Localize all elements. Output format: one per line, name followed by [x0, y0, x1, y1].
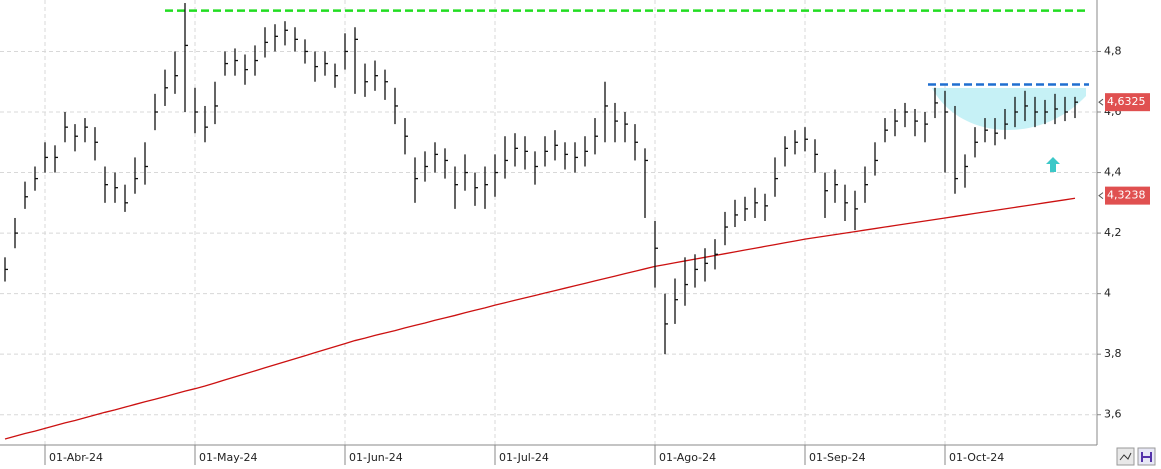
- y-tick-label: 4: [1104, 287, 1111, 300]
- toolbar-icon: [1141, 452, 1152, 462]
- x-tick-label: 01-Oct-24: [949, 451, 1004, 464]
- x-tick-label: 01-Ago-24: [659, 451, 716, 464]
- y-tick-label: 4,2: [1104, 226, 1122, 239]
- price-label-pointer: [1098, 192, 1104, 200]
- up-arrow: [1046, 157, 1060, 172]
- price-label-box: [1105, 93, 1150, 112]
- highlight-zone: [932, 88, 1086, 131]
- moving-average: [4, 197, 1076, 440]
- x-tick-label: 01-Jun-24: [349, 451, 403, 464]
- y-tick-label: 4,8: [1104, 44, 1122, 57]
- toolbar-icon: [1119, 452, 1132, 461]
- grid: [0, 0, 1097, 445]
- price-label-box: [1105, 186, 1150, 205]
- x-tick-label: 01-Sep-24: [809, 451, 866, 464]
- plot: [4, 3, 1089, 440]
- axes: 3,63,844,24,44,64,801-Abr-24 01-May-24 01-…: [44, 44, 1150, 465]
- price-label: 4,3238: [1107, 189, 1146, 202]
- y-tick-label: 3,6: [1104, 408, 1122, 421]
- x-tick-label: 01-Abr-24: [49, 451, 103, 464]
- y-tick-label: 4,4: [1104, 166, 1122, 179]
- price-label-pointer: [1098, 98, 1104, 106]
- x-tick-label: 01-Jul-24: [499, 451, 549, 464]
- x-tick-label: 01-May-24: [199, 451, 257, 464]
- y-tick-label: 3,8: [1104, 347, 1122, 360]
- price-label: 4,6325: [1107, 95, 1146, 108]
